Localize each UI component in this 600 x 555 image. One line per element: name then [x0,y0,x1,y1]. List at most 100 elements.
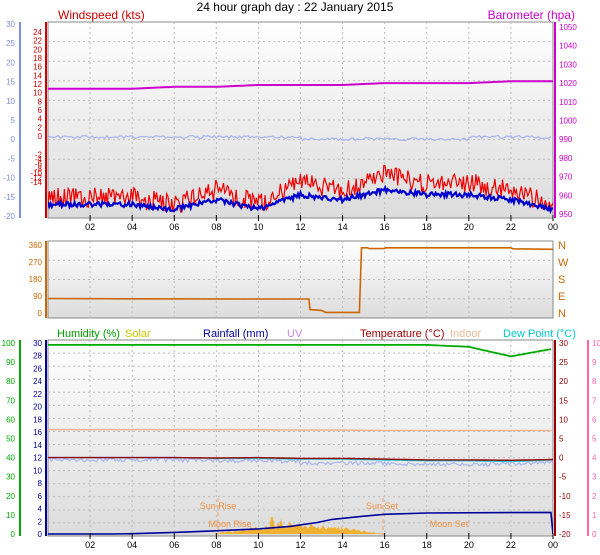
p1-x-tick-00-11: 00 [548,222,558,232]
humidity-tick-7: 30 [6,473,15,482]
rain-tick-15: 0 [38,530,43,539]
temp-tick-5: 5 [11,116,16,125]
legend-2: Rainfall (mm) [203,328,268,340]
climate-panel-x-ticks: 02 04 06 08 10 12 14 16 18 20 22 00 [85,533,558,550]
rain-tick-14: 2 [38,517,43,526]
temp-tick-9: -15 [3,193,15,202]
p1-x-tick-20-9: 20 [464,222,474,232]
p3-x-tick-16-7: 16 [380,540,390,550]
p3-x-tick-10-4: 10 [253,540,263,550]
dir-tick-4: 0 [38,309,43,318]
rain-tick-11: 8 [38,479,43,488]
baro-tick-2: 1030 [559,60,577,69]
humidity-tick-6: 40 [6,454,15,463]
temp-tick-3: 15 [6,78,15,87]
baro-tick-3: 1020 [559,79,577,88]
p1-x-tick-02-0: 02 [85,222,95,232]
p3-x-tick-22-10: 22 [506,540,516,550]
right-tick-6: 4 [592,454,597,463]
temp3-tick-5: 5 [559,435,564,444]
climate-legend: Humidity (%) Solar Rainfall (mm) UV Temperat… [57,328,576,340]
compass-label-3: E [558,291,565,303]
wind-tick-11: 2 [38,123,43,132]
right-tick-1: 9 [592,358,597,367]
compass-label-4: N [558,308,566,320]
wind-direction-line [48,247,553,314]
p3-x-tick-00-11: 00 [548,540,558,550]
dir-tick-2: 180 [29,275,43,284]
humidity-tick-1: 90 [6,358,15,367]
humidity-tick-8: 20 [6,492,15,501]
wind-tick-7: 10 [33,89,42,98]
wind-gust-line [48,164,553,213]
p3-x-tick-14-6: 14 [338,540,348,550]
wind-panel-axes: 302520151050-5-10-15-2024222018161412108… [3,20,577,221]
baro-tick-10: 950 [559,210,573,219]
p1-x-tick-18-8: 18 [422,222,432,232]
moon-rise-label: Moon Rise [208,519,251,529]
right-tick-2: 8 [592,377,597,386]
rain-tick-10: 10 [33,466,42,475]
wind-neg-tick-2: -6 [35,160,43,169]
dir-tick-3: 90 [33,292,42,301]
p1-x-tick-06-2: 06 [169,222,179,232]
wind-tick-12: 0 [38,132,43,141]
temp3-tick-1: 25 [559,358,568,367]
baro-tick-8: 970 [559,173,573,182]
sun-set-label: Sun Set [366,501,399,511]
rainfall-line [48,511,553,535]
chart-title: 24 hour graph day : 22 January 2015 [197,0,394,14]
wind-tick-4: 16 [33,63,42,72]
temp3-tick-10: -20 [559,530,571,539]
humidity-line [48,344,552,358]
p3-x-tick-20-9: 20 [464,540,474,550]
right-tick-10: 0 [592,530,597,539]
climate-panel-grid [48,340,553,536]
compass-label-2: S [558,274,565,286]
wind-tick-10: 4 [38,115,43,124]
temp-tick-1: 25 [6,39,15,48]
wind-tick-9: 6 [38,106,43,115]
temp-tick-0: 30 [6,20,15,29]
temperature-line-p1 [48,134,552,142]
p1-x-tick-22-10: 22 [506,222,516,232]
humidity-tick-9: 10 [6,511,15,520]
wind-tick-5: 14 [33,71,42,80]
temp3-tick-6: 0 [559,454,564,463]
legend-5: Indoor [450,328,482,340]
wind-tick-3: 18 [33,54,42,63]
rain-tick-1: 28 [33,352,42,361]
p3-x-tick-04-1: 04 [127,540,137,550]
legend-6: Dew Point (°C) [503,328,576,340]
wind-average-line [48,184,553,215]
rain-tick-0: 30 [33,339,42,348]
rain-tick-6: 18 [33,415,42,424]
right-tick-9: 1 [592,511,597,520]
p3-x-tick-02-0: 02 [85,540,95,550]
temp3-tick-8: -10 [559,492,571,501]
rain-tick-2: 26 [33,364,42,373]
moon-set-label: Moon Set [430,519,469,529]
temp-tick-2: 20 [6,58,15,67]
right-tick-5: 5 [592,435,597,444]
p1-x-tick-12-5: 12 [295,222,305,232]
temp3-tick-7: -5 [559,473,567,482]
right-tick-7: 3 [592,473,597,482]
wind-panel-x-ticks: 02 04 06 08 10 12 14 16 18 20 22 00 [85,215,558,232]
p3-x-tick-18-8: 18 [422,540,432,550]
temp3-tick-3: 15 [559,396,568,405]
baro-tick-4: 1010 [559,98,577,107]
p1-x-tick-16-7: 16 [380,222,390,232]
baro-tick-9: 960 [559,191,573,200]
wind-neg-tick-6: -14 [30,178,42,187]
wind-tick-8: 8 [38,97,43,106]
rain-tick-9: 12 [33,454,42,463]
dir-tick-0: 360 [29,241,43,250]
temperature-line [48,456,553,462]
temp-tick-8: -10 [3,174,15,183]
wind-tick-1: 22 [33,37,42,46]
wind-neg-tick-0: -2 [35,151,43,160]
climate-panel-axes: 1009080706050403020100302826242220181614… [2,339,600,539]
